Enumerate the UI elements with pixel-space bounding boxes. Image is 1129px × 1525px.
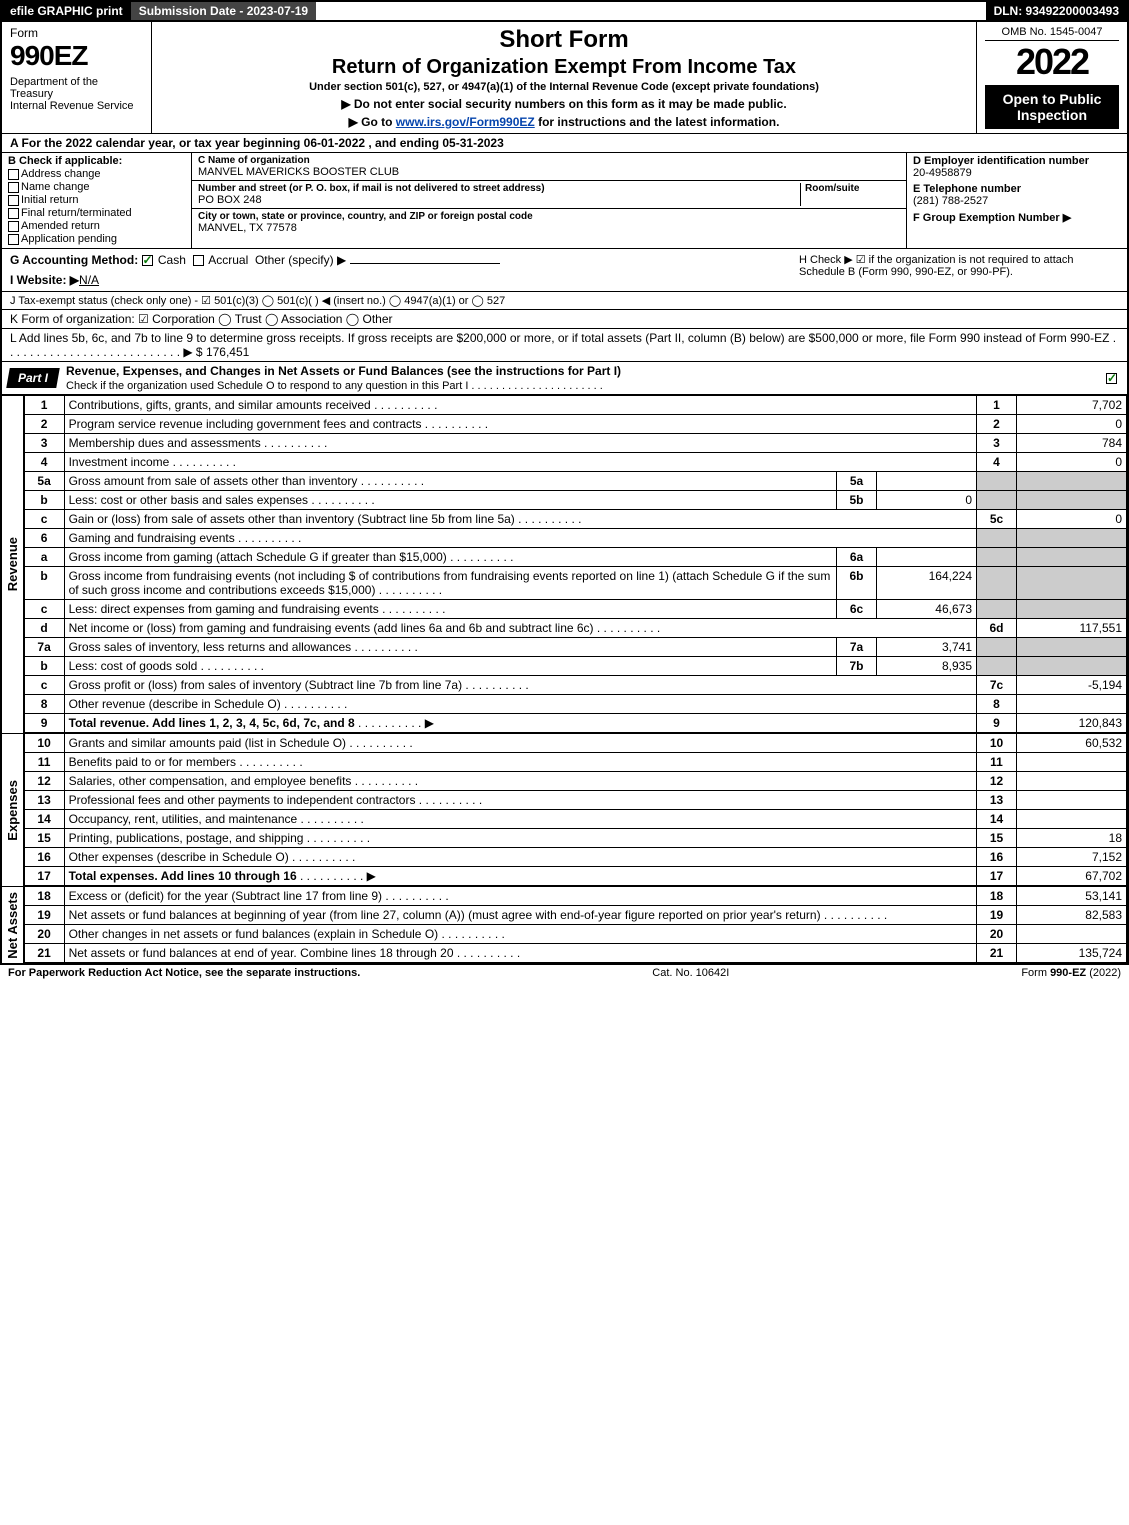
chk-cash[interactable] [142, 255, 153, 266]
footer-right: Form Form 990-EZ (2022)990-EZ (2022) [1021, 967, 1121, 979]
instr2-pre: ▶ Go to [349, 115, 396, 129]
instr-1: ▶ Do not enter social security numbers o… [160, 97, 968, 111]
expenses-side-label: Expenses [2, 733, 24, 886]
chk-name-change[interactable]: Name change [8, 181, 185, 193]
table-row: 14Occupancy, rent, utilities, and mainte… [24, 810, 1126, 829]
omb-number: OMB No. 1545-0047 [985, 26, 1119, 41]
section-g: G Accounting Method: Cash Accrual Other … [10, 253, 799, 267]
table-row: 19Net assets or fund balances at beginni… [24, 906, 1126, 925]
table-row: 12Salaries, other compensation, and empl… [24, 772, 1126, 791]
subtitle: Under section 501(c), 527, or 4947(a)(1)… [160, 81, 968, 93]
part-1-header: Part I Revenue, Expenses, and Changes in… [2, 362, 1127, 395]
form-header: Form 990EZ Department of the Treasury In… [2, 22, 1127, 134]
section-k: K Form of organization: ☑ Corporation ◯ … [2, 310, 1127, 329]
c-addr-label: Number and street (or P. O. box, if mail… [198, 183, 800, 194]
table-row: 17Total expenses. Add lines 10 through 1… [24, 867, 1126, 886]
chk-application-pending[interactable]: Application pending [8, 233, 185, 245]
section-j: J Tax-exempt status (check only one) - ☑… [2, 292, 1127, 310]
dln: DLN: 93492200003493 [986, 2, 1127, 20]
org-city: MANVEL, TX 77578 [198, 222, 900, 234]
gross-receipts: 176,451 [206, 345, 249, 359]
ein: 20-4958879 [913, 167, 972, 179]
instr-2: ▶ Go to www.irs.gov/Form990EZ for instru… [160, 115, 968, 129]
table-row: 20Other changes in net assets or fund ba… [24, 925, 1126, 944]
revenue-table: 1Contributions, gifts, grants, and simil… [24, 395, 1127, 733]
chk-final-return[interactable]: Final return/terminated [8, 207, 185, 219]
net-assets-table: 18Excess or (deficit) for the year (Subt… [24, 886, 1127, 963]
table-row: cLess: direct expenses from gaming and f… [24, 600, 1126, 619]
b-header: B Check if applicable: [8, 155, 122, 167]
net-assets-side-label: Net Assets [2, 886, 24, 963]
table-row: 4Investment income . . . . . . . . . .40 [24, 453, 1126, 472]
table-row: 9Total revenue. Add lines 1, 2, 3, 4, 5c… [24, 714, 1126, 733]
efile-label: efile GRAPHIC print [2, 2, 131, 20]
section-c: C Name of organization MANVEL MAVERICKS … [192, 153, 907, 248]
table-row: cGain or (loss) from sale of assets othe… [24, 510, 1126, 529]
table-row: 8Other revenue (describe in Schedule O) … [24, 695, 1126, 714]
tel-label: E Telephone number [913, 183, 1021, 195]
table-row: 1Contributions, gifts, grants, and simil… [24, 396, 1126, 415]
page-footer: For Paperwork Reduction Act Notice, see … [0, 965, 1129, 981]
form-label: Form [10, 26, 143, 40]
table-row: 3Membership dues and assessments . . . .… [24, 434, 1126, 453]
c-name-label: C Name of organization [198, 155, 900, 166]
part-sub: Check if the organization used Schedule … [66, 380, 603, 392]
table-row: 10Grants and similar amounts paid (list … [24, 734, 1126, 753]
table-row: aGross income from gaming (attach Schedu… [24, 548, 1126, 567]
table-row: dNet income or (loss) from gaming and fu… [24, 619, 1126, 638]
dept-label: Department of the Treasury Internal Reve… [10, 76, 143, 112]
revenue-side-label: Revenue [2, 395, 24, 733]
tax-year: 2022 [985, 41, 1119, 83]
ein-label: D Employer identification number [913, 155, 1089, 167]
table-row: bGross income from fundraising events (n… [24, 567, 1126, 600]
telephone: (281) 788-2527 [913, 195, 988, 207]
footer-left: For Paperwork Reduction Act Notice, see … [8, 967, 360, 979]
footer-center: Cat. No. 10642I [360, 967, 1021, 979]
org-address: PO BOX 248 [198, 194, 800, 206]
chk-initial-return[interactable]: Initial return [8, 194, 185, 206]
table-row: 5aGross amount from sale of assets other… [24, 472, 1126, 491]
title-short: Short Form [160, 26, 968, 54]
chk-amended-return[interactable]: Amended return [8, 220, 185, 232]
inspection-badge: Open to Public Inspection [985, 85, 1119, 129]
section-a: A For the 2022 calendar year, or tax yea… [2, 134, 1127, 153]
table-row: bLess: cost or other basis and sales exp… [24, 491, 1126, 510]
expenses-table: 10Grants and similar amounts paid (list … [24, 733, 1127, 886]
section-i: I Website: ▶N/A [10, 273, 799, 287]
table-row: 11Benefits paid to or for members . . . … [24, 753, 1126, 772]
irs-link[interactable]: www.irs.gov/Form990EZ [396, 115, 535, 129]
table-row: 6Gaming and fundraising events . . . . .… [24, 529, 1126, 548]
org-name: MANVEL MAVERICKS BOOSTER CLUB [198, 166, 900, 178]
table-row: 16Other expenses (describe in Schedule O… [24, 848, 1126, 867]
section-b: B Check if applicable: Address change Na… [2, 153, 192, 248]
table-row: 15Printing, publications, postage, and s… [24, 829, 1126, 848]
table-row: 13Professional fees and other payments t… [24, 791, 1126, 810]
section-h: H Check ▶ ☑ if the organization is not r… [799, 253, 1119, 287]
top-bar: efile GRAPHIC print Submission Date - 20… [0, 0, 1129, 22]
c-city-label: City or town, state or province, country… [198, 211, 900, 222]
table-row: bLess: cost of goods sold . . . . . . . … [24, 657, 1126, 676]
info-row: B Check if applicable: Address change Na… [2, 153, 1127, 249]
part-tag: Part I [18, 371, 48, 385]
form-number: 990EZ [10, 40, 143, 72]
table-row: cGross profit or (loss) from sales of in… [24, 676, 1126, 695]
instr2-post: for instructions and the latest informat… [535, 115, 780, 129]
chk-accrual[interactable] [193, 255, 204, 266]
part-title: Revenue, Expenses, and Changes in Net As… [66, 364, 621, 378]
section-l: L Add lines 5b, 6c, and 7b to line 9 to … [2, 329, 1127, 362]
submission-date: Submission Date - 2023-07-19 [131, 2, 316, 20]
table-row: 2Program service revenue including gover… [24, 415, 1126, 434]
section-d: D Employer identification number20-49588… [907, 153, 1127, 248]
table-row: 7aGross sales of inventory, less returns… [24, 638, 1126, 657]
room-label: Room/suite [805, 183, 900, 194]
group-exemption-label: F Group Exemption Number ▶ [913, 212, 1071, 224]
chk-address-change[interactable]: Address change [8, 168, 185, 180]
table-row: 21Net assets or fund balances at end of … [24, 944, 1126, 963]
title-main: Return of Organization Exempt From Incom… [160, 56, 968, 79]
table-row: 18Excess or (deficit) for the year (Subt… [24, 887, 1126, 906]
part1-check[interactable] [1106, 373, 1117, 384]
